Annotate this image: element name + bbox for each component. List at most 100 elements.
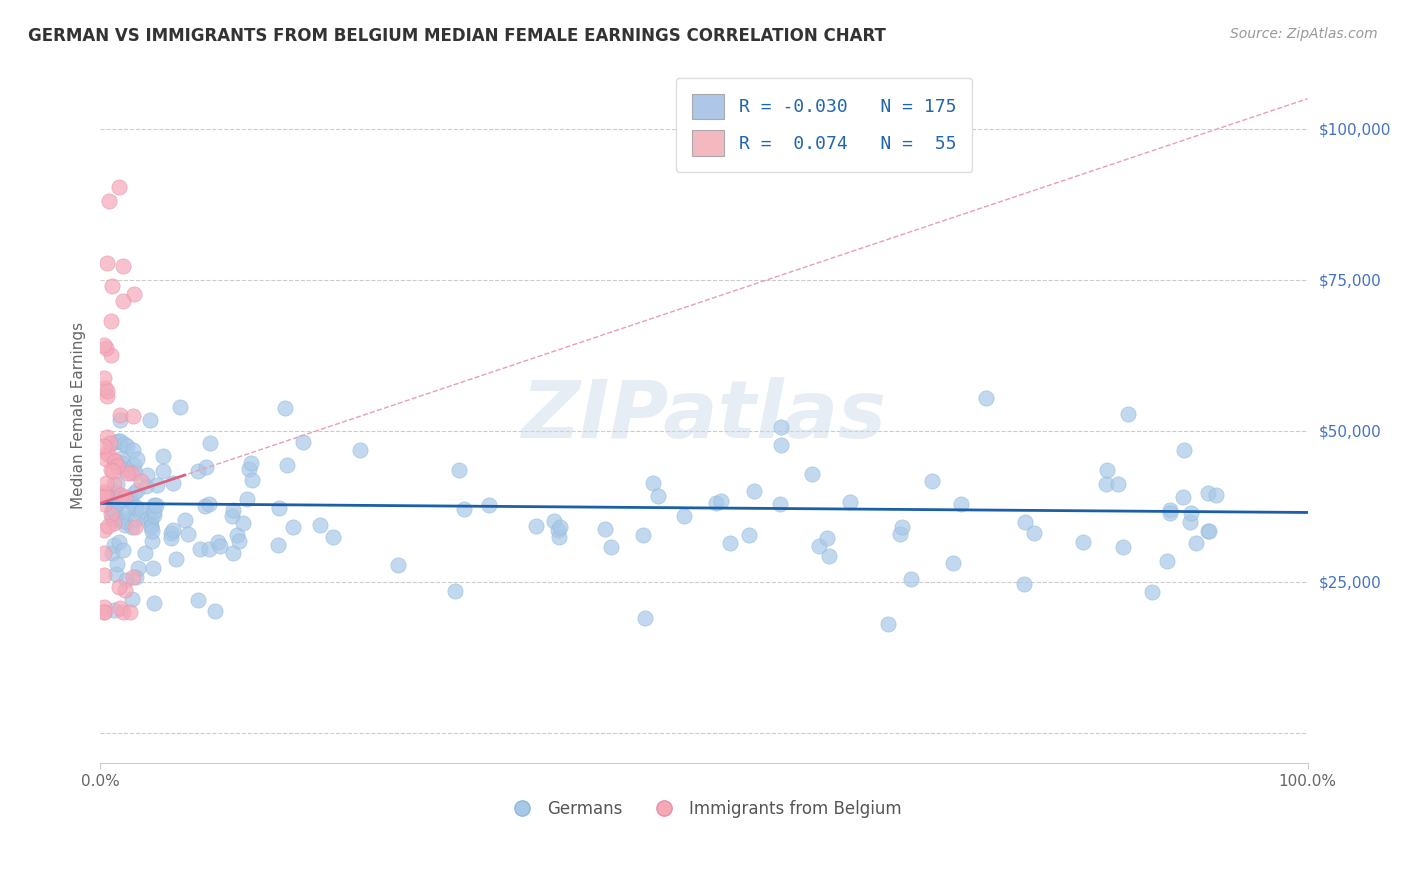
Point: [142, 508, 165, 522]
Point: [120, 491, 142, 506]
Point: [105, 458, 128, 473]
Point: [111, 293, 134, 308]
Point: [1180, 516, 1202, 530]
Point: [101, 278, 124, 293]
Point: [117, 466, 139, 480]
Point: [121, 591, 143, 606]
Point: [308, 518, 330, 533]
Point: [122, 443, 145, 458]
Point: [548, 520, 571, 534]
Point: [124, 287, 146, 301]
Point: [131, 503, 153, 517]
Point: [93, 523, 115, 537]
Point: [143, 504, 166, 518]
Point: [801, 467, 824, 482]
Point: [93, 370, 115, 384]
Point: [266, 538, 288, 552]
Point: [198, 497, 221, 511]
Point: [165, 552, 187, 566]
Point: [447, 463, 470, 477]
Point: [93, 605, 115, 619]
Point: [105, 455, 128, 469]
Point: [108, 601, 131, 615]
Point: [547, 531, 569, 545]
Text: ZIPatlas: ZIPatlas: [522, 376, 886, 455]
Point: [240, 473, 263, 487]
Point: [710, 494, 733, 508]
Point: [93, 490, 115, 504]
Point: [97, 194, 120, 209]
Point: [152, 464, 174, 478]
Point: [1112, 541, 1135, 555]
Point: [104, 489, 127, 503]
Point: [152, 449, 174, 463]
Point: [453, 502, 475, 516]
Point: [101, 464, 124, 478]
Point: [104, 486, 127, 500]
Point: [129, 505, 152, 519]
Point: [647, 489, 669, 503]
Point: [104, 487, 127, 501]
Point: [176, 526, 198, 541]
Point: [115, 439, 138, 453]
Point: [104, 502, 127, 516]
Text: Source: ZipAtlas.com: Source: ZipAtlas.com: [1230, 27, 1378, 41]
Point: [101, 546, 124, 560]
Point: [145, 498, 167, 512]
Point: [114, 462, 136, 476]
Point: [96, 475, 118, 490]
Point: [1184, 535, 1206, 549]
Point: [891, 520, 914, 534]
Point: [921, 474, 943, 488]
Point: [98, 448, 121, 462]
Point: [1180, 506, 1202, 520]
Point: [1073, 534, 1095, 549]
Point: [108, 413, 131, 427]
Point: [633, 528, 655, 542]
Point: [96, 389, 118, 403]
Y-axis label: Median Female Earnings: Median Female Earnings: [72, 322, 86, 509]
Point: [108, 434, 131, 448]
Point: [114, 582, 136, 597]
Point: [121, 520, 143, 534]
Point: [122, 485, 145, 500]
Point: [889, 526, 911, 541]
Point: [120, 605, 142, 619]
Point: [110, 450, 132, 465]
Point: [101, 502, 124, 516]
Point: [136, 468, 159, 483]
Point: [704, 495, 727, 509]
Point: [94, 341, 117, 355]
Point: [1156, 554, 1178, 568]
Point: [222, 546, 245, 560]
Point: [100, 507, 122, 521]
Point: [103, 538, 125, 552]
Point: [120, 467, 142, 481]
Point: [107, 180, 129, 194]
Point: [104, 513, 127, 527]
Point: [110, 492, 132, 507]
Point: [142, 597, 165, 611]
Point: [108, 512, 131, 526]
Point: [221, 508, 243, 523]
Point: [815, 531, 838, 545]
Point: [444, 583, 467, 598]
Point: [93, 337, 115, 351]
Point: [274, 401, 297, 415]
Point: [101, 487, 124, 501]
Point: [1118, 407, 1140, 421]
Point: [942, 556, 965, 570]
Point: [115, 573, 138, 587]
Point: [900, 572, 922, 586]
Point: [114, 514, 136, 528]
Point: [101, 488, 124, 502]
Point: [478, 498, 501, 512]
Point: [141, 534, 163, 549]
Point: [93, 600, 115, 615]
Point: [108, 534, 131, 549]
Point: [633, 610, 655, 624]
Point: [103, 504, 125, 518]
Point: [108, 408, 131, 422]
Point: [770, 438, 793, 452]
Point: [232, 516, 254, 530]
